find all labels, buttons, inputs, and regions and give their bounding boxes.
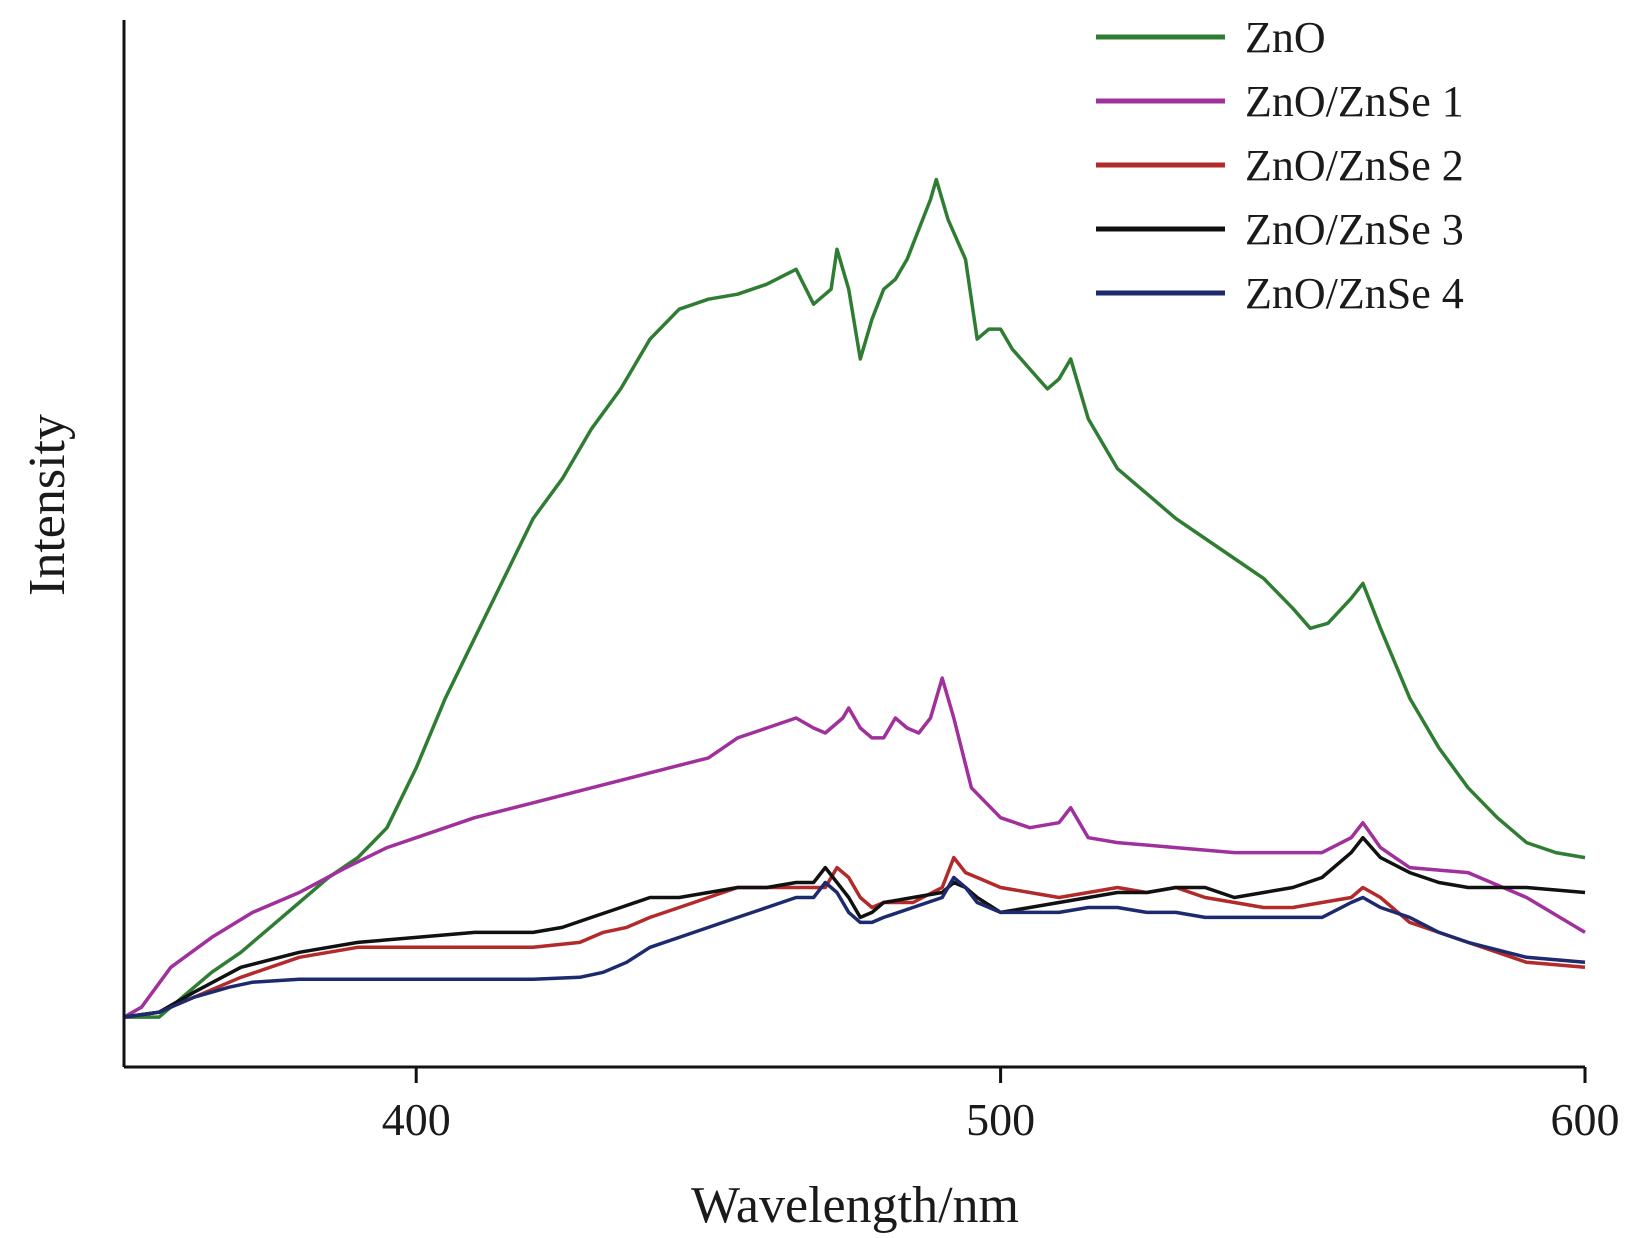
x-axis-title: Wavelength/nm [691,1177,1019,1234]
x-tick-label: 500 [966,1094,1035,1145]
series-line-1 [124,177,1586,1019]
plot-area [123,177,1586,1019]
legend: ZnO ZnO/ZnSe 1 ZnO/ZnSe 2 ZnO/ZnSe 3 ZnO/ZnS… [1096,13,1464,318]
legend-label-2: ZnO/ZnSe 1 [1245,77,1464,126]
series-line-3 [123,855,1586,1019]
x-tick-label: 600 [1551,1094,1620,1145]
series-line-2 [123,676,1586,1019]
legend-label-1: ZnO [1245,13,1326,62]
legend-label-3: ZnO/ZnSe 2 [1245,141,1464,190]
y-axis-title: Intensity [19,414,76,596]
x-axis-ticks: 400 500 600 [382,1067,1620,1145]
series-line-5 [123,875,1586,1019]
legend-label-5: ZnO/ZnSe 4 [1245,269,1464,318]
legend-label-4: ZnO/ZnSe 3 [1245,205,1464,254]
series-line-4 [123,835,1586,1019]
x-tick-label: 400 [382,1094,451,1145]
